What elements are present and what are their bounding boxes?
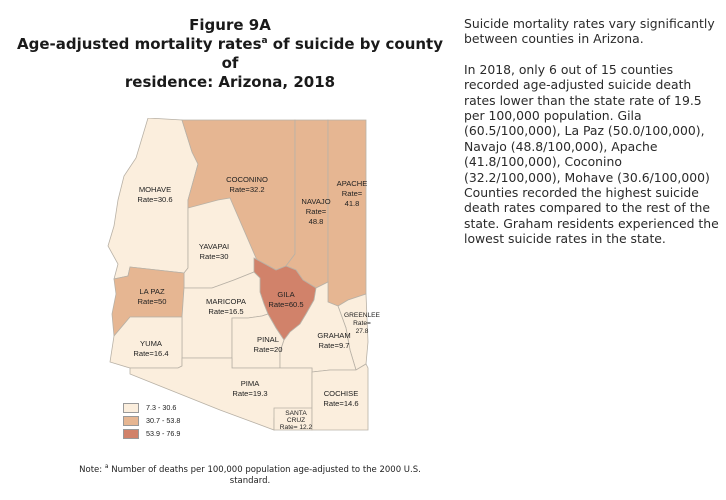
map-legend: 7.3 - 30.6 30.7 - 53.8 53.9 - 76.9 [123,401,180,440]
svg-text:Rate=9.7: Rate=9.7 [318,341,349,350]
legend-label-high: 53.9 - 76.9 [146,429,181,438]
county-pima [129,357,313,431]
county-apache [327,119,367,307]
side-paragraph-2: In 2018, only 6 out of 15 counties recor… [464,61,719,247]
svg-text:Rate=19.3: Rate=19.3 [232,389,267,398]
figure-title-line1: Age-adjusted mortality ratesa of suicide… [16,35,444,72]
label-mohave: MOHAVE Rate=30.6 [137,185,172,204]
svg-text:Rate=16.5: Rate=16.5 [208,307,243,316]
svg-text:CRUZ: CRUZ [287,417,305,424]
svg-text:NAVAJO: NAVAJO [301,197,330,206]
label-pinal: PINAL Rate=20 [254,335,283,354]
label-lapaz: LA PAZ Rate=50 [138,287,167,306]
legend-item-low: 7.3 - 30.6 [123,401,180,414]
svg-text:GRAHAM: GRAHAM [317,331,350,340]
svg-text:SANTA: SANTA [285,410,307,417]
figure-label: Figure 9A [189,16,271,34]
side-paragraph-1: Suicide mortality rates vary significant… [464,16,715,47]
map-svg: MOHAVE Rate=30.6 COCONINO Rate=32.2 NAVA… [107,118,381,431]
label-yavapai: YAVAPAI Rate=30 [199,242,229,261]
label-apache: APACHE Rate= 41.8 [337,179,368,208]
svg-text:27.8: 27.8 [356,328,369,335]
label-maricopa: MARICOPA Rate=16.5 [206,297,247,316]
legend-swatch-medium [123,415,139,426]
svg-text:48.8: 48.8 [309,217,324,226]
svg-text:YAVAPAI: YAVAPAI [199,242,229,251]
label-yuma: YUMA Rate=16.4 [133,339,168,358]
svg-text:GREENLEE: GREENLEE [344,312,381,319]
svg-text:COCHISE: COCHISE [324,389,359,398]
figure-title: Figure 9A Age-adjusted mortality ratesa … [10,16,450,92]
svg-text:Rate=14.6: Rate=14.6 [323,399,358,408]
label-navajo: NAVAJO Rate= 48.8 [301,197,330,226]
legend-swatch-high [123,428,139,439]
arizona-county-map: MOHAVE Rate=30.6 COCONINO Rate=32.2 NAVA… [100,118,390,436]
legend-label-medium: 30.7 - 53.8 [146,416,181,425]
svg-text:Rate=50: Rate=50 [138,297,167,306]
label-gila: GILA Rate=60.5 [268,290,303,309]
svg-text:APACHE: APACHE [337,179,368,188]
svg-text:COCONINO: COCONINO [226,175,268,184]
svg-text:Rate=: Rate= [342,189,363,198]
svg-text:Rate=30: Rate=30 [200,252,229,261]
svg-text:Rate=20: Rate=20 [254,345,283,354]
svg-text:Rate=: Rate= [353,320,371,327]
svg-text:PINAL: PINAL [257,335,279,344]
svg-text:Rate=32.2: Rate=32.2 [229,185,264,194]
legend-swatch-low [123,402,139,413]
legend-item-high: 53.9 - 76.9 [123,427,180,440]
svg-text:MOHAVE: MOHAVE [139,185,171,194]
footnote: Note: a Number of deaths per 100,000 pop… [79,463,421,486]
label-graham: GRAHAM Rate=9.7 [317,331,350,350]
svg-text:GILA: GILA [277,290,295,299]
svg-text:Rate=: Rate= [306,207,327,216]
label-greenlee: GREENLEE Rate= 27.8 [344,312,381,335]
county-cochise [311,363,369,431]
svg-text:PIMA: PIMA [241,379,261,388]
label-pima: PIMA Rate=19.3 [232,379,267,398]
svg-text:MARICOPA: MARICOPA [206,297,247,306]
label-cochise: COCHISE Rate=14.6 [323,389,358,408]
svg-text:Rate=60.5: Rate=60.5 [268,300,303,309]
label-santacruz: SANTA CRUZ Rate= 12.2 [280,410,313,431]
svg-text:Rate=16.4: Rate=16.4 [133,349,168,358]
legend-label-low: 7.3 - 30.6 [146,403,177,412]
svg-text:41.8: 41.8 [345,199,360,208]
label-coconino: COCONINO Rate=32.2 [226,175,268,194]
svg-text:Rate=30.6: Rate=30.6 [137,195,172,204]
svg-text:YUMA: YUMA [140,339,163,348]
svg-text:Rate= 12.2: Rate= 12.2 [280,424,313,431]
svg-text:LA PAZ: LA PAZ [139,287,165,296]
legend-item-medium: 30.7 - 53.8 [123,414,180,427]
figure-title-line2: residence: Arizona, 2018 [124,73,336,91]
side-text: Suicide mortality rates vary significant… [464,16,720,262]
